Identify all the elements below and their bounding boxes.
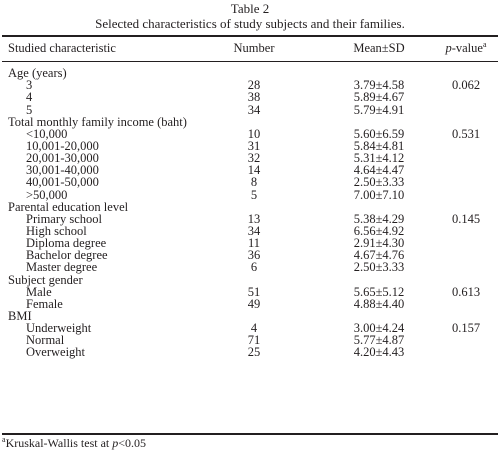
row-number: 36 [247, 248, 261, 263]
row-mean-sd: 4.88±4.40 [353, 296, 405, 311]
row-number: 71 [247, 333, 261, 348]
footnote-text-italic: p [112, 436, 119, 450]
row-number: 6 [250, 260, 258, 275]
row-label: High school [26, 224, 87, 238]
row-label: Primary school [26, 211, 103, 226]
row-mean-sd: 4.67±4.76 [353, 248, 405, 263]
group-label: Parental education level [8, 199, 129, 214]
group-p-value: 0.145 [451, 211, 481, 226]
row-number: 49 [247, 296, 261, 311]
row-mean-sd: 5.38±4.29 [353, 211, 405, 226]
row-label: Underweight [26, 321, 92, 336]
row-number: 34 [247, 102, 261, 117]
row-number: 25 [247, 345, 261, 360]
row-label: Overweight [26, 345, 86, 360]
row-mean-sd: 6.56±4.92 [353, 224, 405, 238]
row-mean-sd: 3.79±4.58 [353, 78, 405, 93]
group-p-value: 0.531 [451, 126, 481, 141]
row-number: 28 [247, 78, 261, 93]
header-p-italic: p [445, 41, 452, 55]
group-p-value: 0.062 [451, 78, 481, 93]
header-p-sup: a [482, 40, 487, 49]
row-number: 5 [250, 187, 258, 202]
row-number: 13 [247, 211, 261, 226]
row-mean-sd: 2.50±3.33 [353, 175, 405, 190]
row-label: >50,000 [26, 187, 68, 202]
group-p-value: 0.613 [451, 284, 481, 299]
row-mean-sd: 3.00±4.24 [353, 321, 405, 336]
row-number: 8 [250, 175, 258, 190]
row-mean-sd: 5.60±6.59 [353, 126, 405, 141]
row-number: 51 [247, 284, 261, 299]
row-label: 30,001-40,000 [26, 163, 99, 178]
header-p-value: p-valuea [436, 40, 496, 55]
table-title: Selected characteristics of study subjec… [95, 16, 405, 31]
row-label: 40,001-50,000 [26, 175, 99, 190]
row-mean-sd: 5.89±4.67 [353, 90, 405, 105]
top-rule [2, 35, 498, 37]
row-label: <10,000 [26, 126, 68, 141]
row-label: 5 [26, 102, 33, 117]
row-mean-sd: 4.64±4.47 [353, 163, 405, 178]
row-number: 10 [247, 126, 261, 141]
row-number: 14 [247, 163, 261, 178]
row-number: 38 [247, 90, 261, 105]
group-label: Subject gender [8, 272, 83, 287]
group-label: BMI [8, 309, 32, 323]
row-mean-sd: 5.79±4.91 [353, 102, 405, 117]
header-mean-sd: Mean±SD [353, 41, 405, 55]
header-number: Number [233, 41, 275, 55]
row-label: Master degree [26, 260, 98, 275]
group-label: Age (years) [8, 66, 67, 80]
row-number: 34 [247, 224, 261, 238]
row-mean-sd: 5.77±4.87 [353, 333, 405, 348]
header-p-rest: -value [451, 41, 483, 55]
row-label: Female [26, 296, 63, 311]
row-number: 32 [247, 151, 261, 166]
table-footnote: aKruskal-Wallis test at p<0.05 [2, 435, 147, 450]
row-label: 10,001-20,000 [26, 138, 99, 153]
row-label: Normal [26, 333, 65, 348]
row-mean-sd: 2.91±4.30 [353, 236, 405, 251]
row-mean-sd: 7.00±7.10 [353, 187, 405, 202]
footnote-sup: a [2, 435, 6, 444]
row-label: 4 [26, 90, 33, 105]
row-mean-sd: 4.20±4.43 [353, 345, 405, 360]
bottom-rule [2, 433, 498, 435]
footnote-text-before: Kruskal-Wallis test at [5, 436, 113, 450]
row-mean-sd: 2.50±3.33 [353, 260, 405, 275]
group-label: Total monthly family income (baht) [8, 114, 187, 129]
row-number: 4 [250, 321, 258, 336]
group-p-value: 0.157 [451, 321, 481, 336]
row-label: 20,001-30,000 [26, 151, 99, 166]
footnote-text-after: <0.05 [118, 436, 147, 450]
row-label: Bachelor degree [26, 248, 108, 263]
row-number: 31 [247, 138, 261, 153]
row-label: 3 [26, 78, 33, 93]
row-label: Male [26, 284, 52, 299]
row-mean-sd: 5.31±4.12 [353, 151, 405, 166]
row-mean-sd: 5.84±4.81 [353, 138, 405, 153]
table-number: Table 2 [230, 1, 270, 16]
row-mean-sd: 5.65±5.12 [353, 284, 405, 299]
header-rule [2, 61, 498, 62]
row-number: 11 [247, 236, 261, 251]
row-label: Diploma degree [26, 236, 107, 251]
header-characteristic: Studied characteristic [8, 41, 116, 55]
